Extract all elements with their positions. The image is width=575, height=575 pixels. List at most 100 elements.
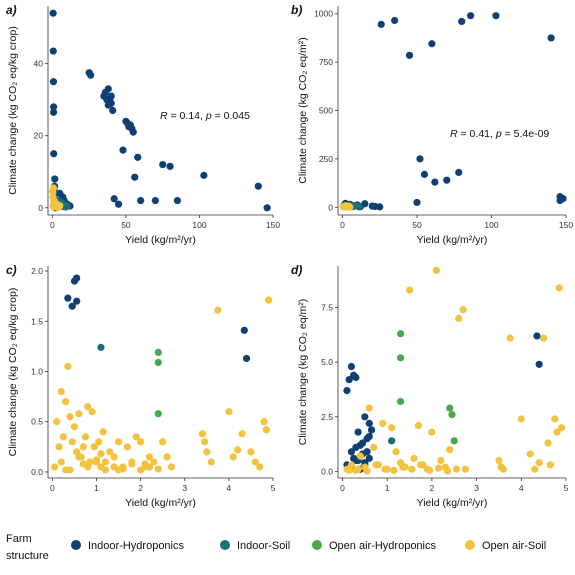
data-point xyxy=(95,438,103,446)
data-point xyxy=(417,461,425,469)
data-point xyxy=(352,456,360,465)
data-point xyxy=(207,458,215,466)
data-point xyxy=(260,418,268,426)
data-point xyxy=(101,466,109,474)
x-tick-label: 0 xyxy=(340,220,345,230)
x-tick-label: 2 xyxy=(138,483,143,493)
data-point xyxy=(166,162,174,170)
data-point xyxy=(119,146,127,154)
data-point xyxy=(414,421,423,430)
data-point xyxy=(352,373,360,382)
data-point xyxy=(535,360,543,368)
data-point xyxy=(229,453,237,461)
data-point xyxy=(167,463,176,471)
data-point xyxy=(546,461,554,469)
data-point xyxy=(455,168,463,177)
data-point xyxy=(107,99,115,107)
data-point xyxy=(109,106,117,115)
data-point xyxy=(64,362,72,371)
data-point xyxy=(544,439,552,447)
data-point xyxy=(137,196,145,205)
series-open-air-soil xyxy=(49,184,64,212)
data-point xyxy=(51,463,59,471)
data-point xyxy=(97,343,105,351)
data-point xyxy=(365,419,373,427)
data-point xyxy=(49,108,58,116)
data-point xyxy=(388,437,396,445)
data-point xyxy=(428,40,436,48)
data-point xyxy=(377,20,385,28)
data-point xyxy=(62,398,70,406)
series-open-air-hydroponics xyxy=(154,348,162,418)
data-point xyxy=(555,284,563,292)
data-point xyxy=(354,428,362,436)
x-tick-label: 0 xyxy=(50,220,55,230)
data-point xyxy=(154,410,162,418)
data-point xyxy=(242,354,251,363)
data-point xyxy=(263,204,271,212)
data-point xyxy=(363,448,371,456)
y-tick-label: 0.0 xyxy=(31,467,43,477)
data-point xyxy=(381,465,389,473)
panel-c: 0 1 2 3 4 5 0.0 0.5 1.0 1.5 2.0 Yield (kg/m²/yr) Cli… xyxy=(6,263,276,509)
data-point xyxy=(114,466,123,474)
data-point xyxy=(49,78,58,86)
data-point xyxy=(347,362,356,371)
data-point xyxy=(262,426,270,434)
x-tick-label: 2 xyxy=(430,483,435,493)
legend-item-indoor-hydroponics: Indoor-Hydroponics xyxy=(71,540,184,552)
panel-label: b) xyxy=(291,3,302,17)
data-point xyxy=(57,387,65,396)
data-point xyxy=(345,466,353,474)
x-tick-label: 3 xyxy=(182,483,187,493)
data-point xyxy=(461,465,470,473)
x-tick-label: 50 xyxy=(121,220,131,230)
data-point xyxy=(141,460,149,468)
data-point xyxy=(450,437,458,445)
data-point xyxy=(506,334,514,342)
y-tick-label: 0.0 xyxy=(321,466,333,476)
data-point xyxy=(405,286,414,294)
data-point xyxy=(50,150,58,158)
data-point xyxy=(379,419,387,427)
data-point xyxy=(104,85,112,93)
panel-a: 0 50 100 150 0 20 40 Yield (kg/m²/yr) Climate ch… xyxy=(6,3,280,246)
x-axis-label: Yield (kg/m²/yr) xyxy=(417,497,488,509)
y-tick-label: 1.0 xyxy=(31,366,43,376)
y-axis-label: Climate change (kg CO₂ eq/m²) xyxy=(297,37,309,183)
data-point xyxy=(240,326,248,334)
data-point xyxy=(56,202,64,210)
data-point xyxy=(251,458,259,466)
data-point xyxy=(517,415,525,423)
data-point xyxy=(535,459,543,467)
data-point xyxy=(431,178,439,186)
data-point xyxy=(225,408,233,416)
data-point xyxy=(203,448,211,456)
data-point xyxy=(154,358,162,367)
data-point xyxy=(84,403,92,411)
panel-label: a) xyxy=(6,3,17,17)
y-tick-label: 0 xyxy=(38,203,43,213)
series-open-air-soil xyxy=(51,296,273,474)
data-point xyxy=(434,464,443,472)
data-point xyxy=(492,12,500,20)
data-point xyxy=(68,302,76,310)
data-point xyxy=(356,452,364,460)
data-point xyxy=(376,203,384,211)
y-tick-label: 5.0 xyxy=(321,357,333,367)
series-open-air-soil xyxy=(339,202,354,211)
series-indoor-hydroponics xyxy=(343,332,543,473)
legend-title-line2: structure xyxy=(6,550,49,562)
y-tick-label: 1.5 xyxy=(31,316,43,326)
data-point xyxy=(396,354,405,362)
data-point xyxy=(198,430,207,438)
data-point xyxy=(66,413,74,421)
data-point xyxy=(163,453,171,461)
data-point xyxy=(49,47,57,55)
x-tick-label: 1 xyxy=(385,483,390,493)
data-point xyxy=(145,453,154,461)
data-point xyxy=(399,463,407,471)
panel-d: 0 1 2 3 4 5 0.0 2.5 5.0 7.5 Yield (kg/m²/yr) Climat… xyxy=(291,263,569,509)
data-point xyxy=(73,274,81,282)
x-tick-label: 50 xyxy=(412,220,422,230)
